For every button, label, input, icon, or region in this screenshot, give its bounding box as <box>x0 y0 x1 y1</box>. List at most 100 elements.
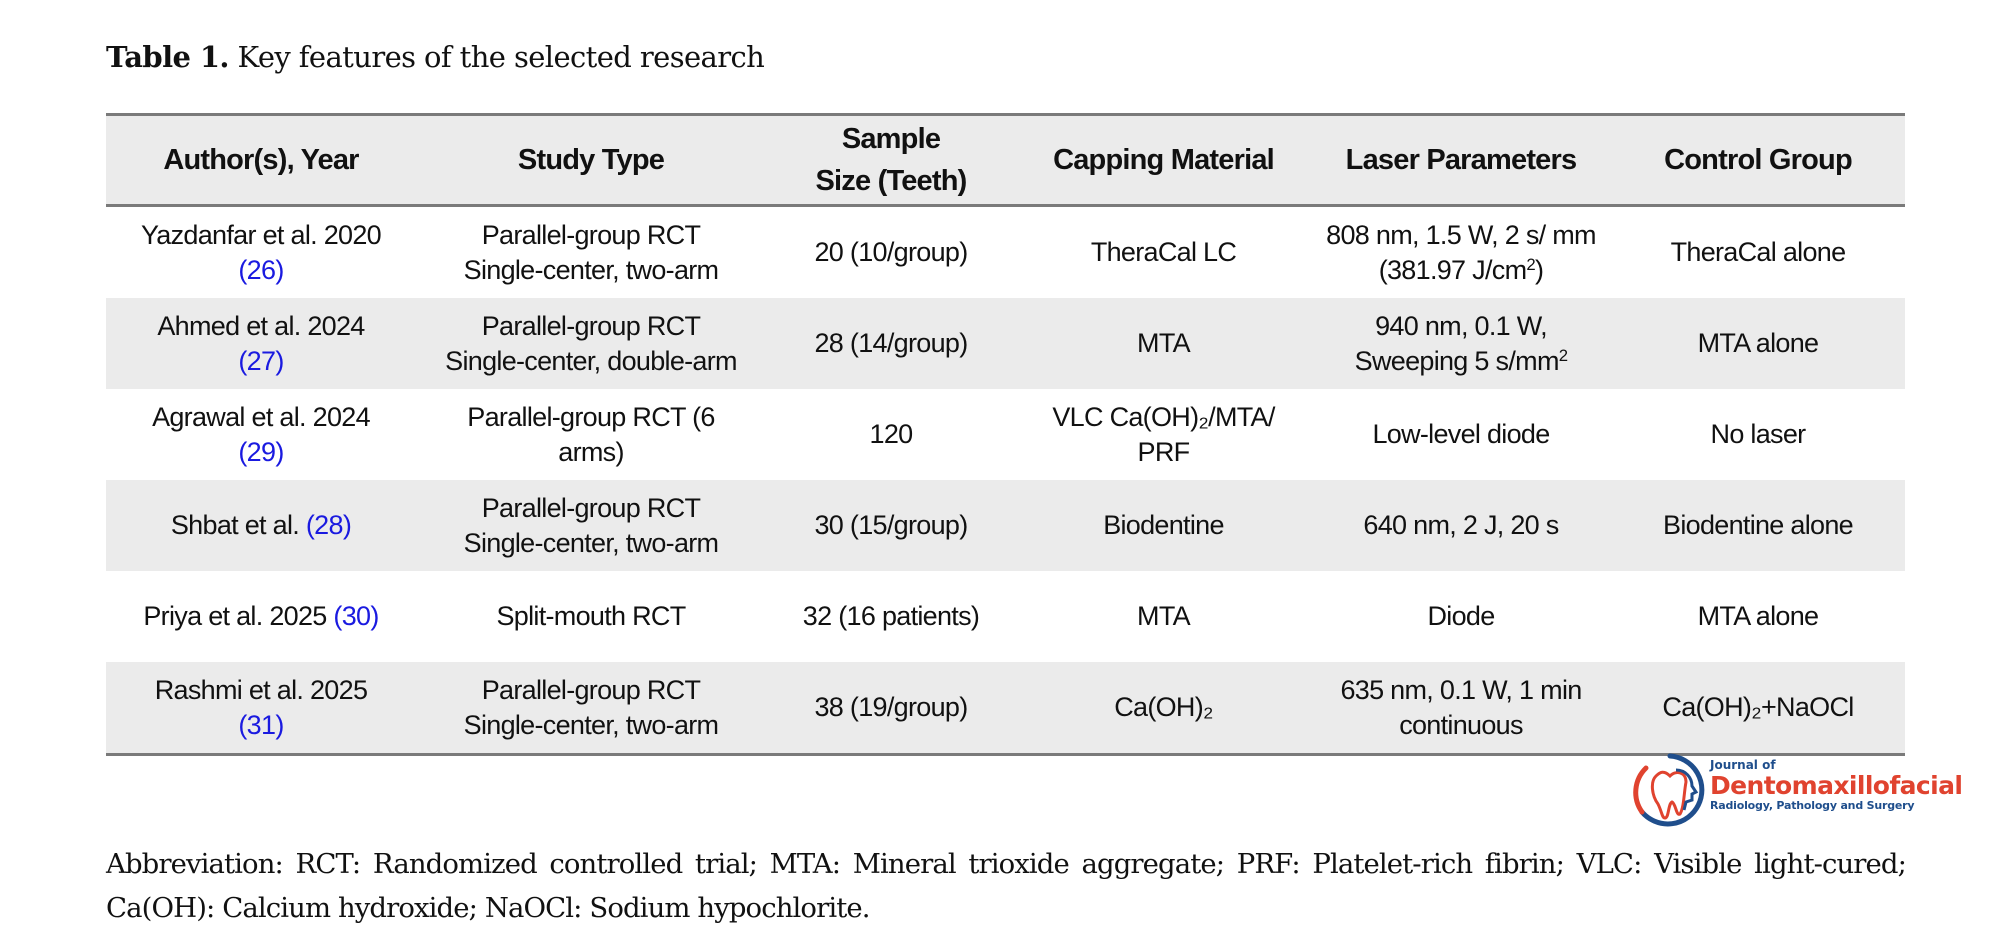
cell-capping-material: MTA <box>1016 571 1311 662</box>
table-caption-text: Key features of the selected research <box>237 40 765 74</box>
reference-link[interactable]: (26) <box>238 254 284 285</box>
cell-control-group: MTA alone <box>1611 298 1905 389</box>
author-name: Shbat et al. <box>170 510 300 540</box>
study-type-text: Parallel-group RCT Single-center, two-ar… <box>463 674 719 740</box>
cell-study-type: Split-mouth RCT <box>416 571 766 662</box>
header-sample-size-text: Sample Size (Teeth) <box>815 123 968 197</box>
table-row: Rashmi et al. 2025 (31) Parallel-group R… <box>106 662 1905 756</box>
cell-sample-size: 38 (19/group) <box>766 662 1016 756</box>
journal-logo-line2: Dentomaxillofacial <box>1710 771 1963 800</box>
cell-sample-size: 20 (10/group) <box>814 237 968 267</box>
cell-capping-material: TheraCal LC <box>1016 206 1311 299</box>
laser-main-text: Diode <box>1427 601 1495 631</box>
author-name: Yazdanfar et al. 2020 <box>141 219 382 250</box>
reference-link[interactable]: (30) <box>333 601 379 631</box>
laser-parameters-text: 640 nm, 2 J, 20 s <box>1326 508 1596 543</box>
header-study-type: Study Type <box>416 113 766 207</box>
laser-parameters-text: 808 nm, 1.5 W, 2 s/ mm (381.97 J/cm2) <box>1326 218 1596 288</box>
control-group-text: MTA alone <box>1697 601 1819 631</box>
cell-capping-material: Biodentine <box>1016 480 1311 571</box>
features-table: Author(s), Year Study Type Sample Size (… <box>106 113 1905 756</box>
capping-material-text: TheraCal LC <box>1090 237 1237 267</box>
table-row: Priya et al. 2025 (30) Split-mouth RCT 3… <box>106 571 1905 662</box>
author-name: Rashmi et al. 2025 <box>154 674 368 705</box>
laser-parameters-text: 635 nm, 0.1 W, 1 min continuous <box>1326 673 1596 743</box>
author-name: Priya et al. 2025 <box>143 601 327 631</box>
abbreviation-note: Abbreviation: RCT: Randomized controlled… <box>106 848 1907 924</box>
table-row: Yazdanfar et al. 2020 (26) Parallel-grou… <box>106 206 1905 299</box>
study-type-text: Parallel-group RCT Single-center, two-ar… <box>463 219 719 285</box>
laser-superscript: 2 <box>1558 345 1568 365</box>
control-group-text: TheraCal alone <box>1670 237 1847 267</box>
cell-author: Yazdanfar et al. 2020 (26) <box>106 206 416 299</box>
header-author-year: Author(s), Year <box>106 113 416 207</box>
laser-parameters-text: Low-level diode <box>1326 417 1596 452</box>
table-row: Agrawal et al. 2024 (29) Parallel-group … <box>106 389 1905 480</box>
control-group-text: Ca(OH)₂+NaOCl <box>1662 692 1854 722</box>
study-type-text: Parallel-group RCT Single-center, two-ar… <box>463 492 719 558</box>
cell-laser-parameters: Low-level diode <box>1311 389 1611 480</box>
capping-material-text: MTA <box>1137 328 1191 358</box>
cell-sample-size: 32 (16 patients) <box>802 601 980 631</box>
cell-author: Rashmi et al. 2025 (31) <box>106 662 416 756</box>
cell-capping-material: MTA <box>1016 298 1311 389</box>
reference-link[interactable]: (31) <box>238 709 284 740</box>
laser-main-text: 808 nm, 1.5 W, 2 s/ mm (381.97 J/cm <box>1326 219 1596 285</box>
cell-laser-parameters: 940 nm, 0.1 W, Sweeping 5 s/mm2 <box>1311 298 1611 389</box>
cell-study-type: Parallel-group RCT Single-center, two-ar… <box>416 662 766 756</box>
laser-main-text: Low-level diode <box>1372 419 1550 449</box>
cell-author: Agrawal et al. 2024 (29) <box>106 389 416 480</box>
cell-study-type: Parallel-group RCT Single-center, two-ar… <box>416 206 766 299</box>
cell-study-type: Parallel-group RCT (6 arms) <box>416 389 766 480</box>
cell-control-group: TheraCal alone <box>1611 206 1905 299</box>
tooth-head-circle-logo-icon <box>1633 753 1705 827</box>
cell-control-group: No laser <box>1611 389 1905 480</box>
journal-logo-line3: Radiology, Pathology and Surgery <box>1710 799 1915 812</box>
laser-parameters-text: Diode <box>1326 599 1596 634</box>
cell-control-group: Ca(OH)₂+NaOCl <box>1611 662 1905 756</box>
cell-sample-size: 30 (15/group) <box>814 510 968 540</box>
cell-study-type: Parallel-group RCT Single-center, two-ar… <box>416 480 766 571</box>
control-group-text: Biodentine alone <box>1663 510 1854 540</box>
table-header-row: Author(s), Year Study Type Sample Size (… <box>106 113 1905 207</box>
header-sample-size: Sample Size (Teeth) <box>766 113 1016 207</box>
table-caption: Table 1. Key features of the selected re… <box>106 40 765 74</box>
capping-material-text: Biodentine <box>1103 510 1224 540</box>
cell-control-group: Biodentine alone <box>1611 480 1905 571</box>
control-group-text: MTA alone <box>1697 328 1819 358</box>
laser-main-text: 940 nm, 0.1 W, Sweeping 5 s/mm <box>1354 310 1560 376</box>
cell-laser-parameters: Diode <box>1311 571 1611 662</box>
reference-link[interactable]: (28) <box>305 510 352 540</box>
laser-tail-text: ) <box>1534 254 1544 285</box>
cell-control-group: MTA alone <box>1611 571 1905 662</box>
table-row: Shbat et al. (28) Parallel-group RCT Sin… <box>106 480 1905 571</box>
cell-laser-parameters: 808 nm, 1.5 W, 2 s/ mm (381.97 J/cm2) <box>1311 206 1611 299</box>
cell-capping-material: VLC Ca(OH)₂/MTA/ PRF <box>1016 389 1311 480</box>
cell-capping-material: Ca(OH)₂ <box>1016 662 1311 756</box>
cell-sample-size: 120 <box>869 419 914 449</box>
control-group-text: No laser <box>1710 419 1807 449</box>
capping-material-text: MTA <box>1137 601 1191 631</box>
header-capping-material: Capping Material <box>1016 113 1311 207</box>
journal-logo: Journal of Dentomaxillofacial Radiology,… <box>1632 752 1963 832</box>
header-control-group: Control Group <box>1611 113 1905 207</box>
cell-author: Priya et al. 2025 (30) <box>106 571 416 662</box>
laser-main-text: 635 nm, 0.1 W, 1 min continuous <box>1340 674 1582 740</box>
reference-link[interactable]: (27) <box>238 345 284 376</box>
header-laser-parameters: Laser Parameters <box>1311 113 1611 207</box>
cell-laser-parameters: 635 nm, 0.1 W, 1 min continuous <box>1311 662 1611 756</box>
reference-link[interactable]: (29) <box>238 436 284 467</box>
cell-sample-size: 28 (14/group) <box>814 328 968 358</box>
study-type-text: Split-mouth RCT <box>496 601 686 631</box>
cell-laser-parameters: 640 nm, 2 J, 20 s <box>1311 480 1611 571</box>
cell-study-type: Parallel-group RCT Single-center, double… <box>416 298 766 389</box>
cell-author: Shbat et al. (28) <box>106 480 416 571</box>
table-row: Ahmed et al. 2024 (27) Parallel-group RC… <box>106 298 1905 389</box>
author-name: Agrawal et al. 2024 <box>152 401 371 432</box>
capping-material-text: Ca(OH)₂ <box>1114 692 1213 722</box>
journal-logo-line1: Journal of <box>1710 758 1776 772</box>
author-name: Ahmed et al. 2024 <box>157 310 365 341</box>
table-caption-label: Table 1. <box>106 40 230 74</box>
laser-superscript: 2 <box>1526 254 1535 274</box>
cell-author: Ahmed et al. 2024 (27) <box>106 298 416 389</box>
